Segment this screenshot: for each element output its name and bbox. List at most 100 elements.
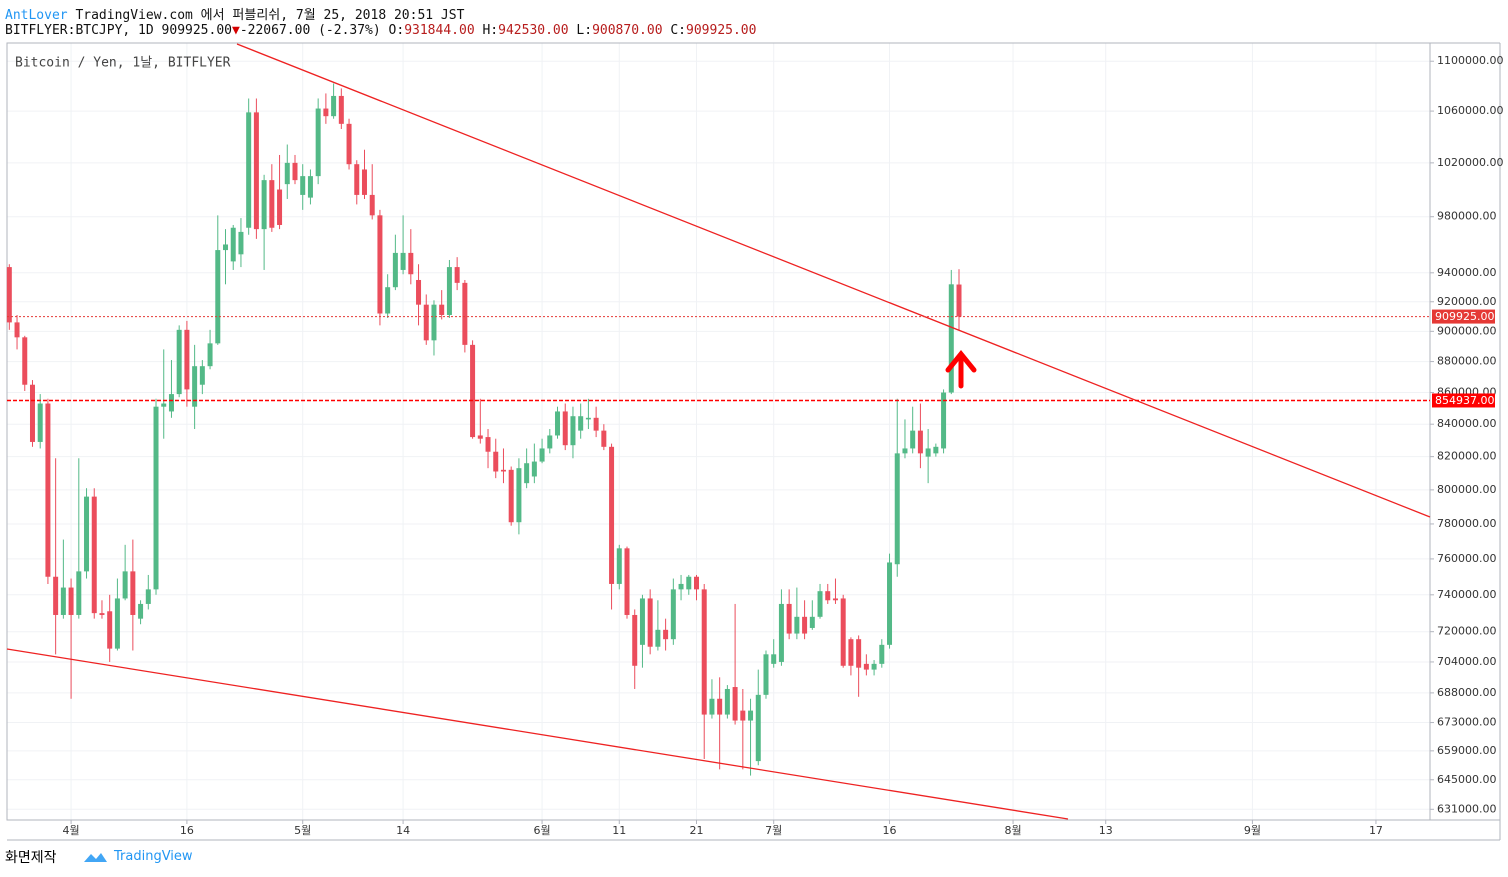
- candle-body: [22, 337, 28, 385]
- candle-body: [524, 463, 530, 484]
- y-tick-label: 800000.00: [1437, 483, 1497, 496]
- logo-shape: [84, 853, 107, 862]
- candle-body: [585, 417, 591, 420]
- candle-body: [933, 446, 939, 454]
- candle-body: [477, 435, 483, 439]
- y-tick-label: 1020000.00: [1437, 156, 1503, 169]
- candle-body: [670, 589, 676, 640]
- change-arrow: ▼: [232, 23, 240, 38]
- candle-body: [107, 611, 113, 649]
- candle-body: [37, 403, 43, 442]
- candle-body: [84, 496, 90, 572]
- candle-body: [199, 366, 205, 385]
- ohlc-value: 942530.00: [498, 23, 569, 38]
- candle-body: [848, 639, 854, 666]
- candle-body: [547, 435, 553, 449]
- y-tick-label: 840000.00: [1437, 417, 1497, 430]
- y-tick-label: 980000.00: [1437, 210, 1497, 223]
- candle-body: [114, 598, 120, 649]
- candle-body: [786, 603, 792, 634]
- price-label: 909925.00: [1435, 310, 1495, 323]
- candle-body: [709, 698, 715, 715]
- candle-body: [925, 448, 931, 457]
- candle-body: [948, 284, 954, 393]
- candle-body: [153, 406, 159, 590]
- header-line-1: AntLover TradingView.com 에서 퍼블리쉬, 7월 25,…: [5, 4, 464, 23]
- candle-body: [238, 231, 244, 255]
- header-line-2: BITFLYER:BTCJPY, 1D 909925.00▼-22067.00 …: [5, 23, 756, 38]
- candle-body: [794, 616, 800, 634]
- candle-body: [570, 416, 576, 446]
- candle-body: [68, 587, 74, 615]
- candle-body: [6, 267, 12, 323]
- candle-body: [215, 250, 221, 344]
- candle-body: [377, 215, 383, 314]
- grid: [7, 43, 1430, 820]
- candle-body: [207, 343, 213, 367]
- candle-body: [578, 416, 584, 431]
- x-tick-label: 16: [180, 824, 194, 837]
- candle-body: [686, 576, 692, 590]
- candle-body: [778, 603, 784, 662]
- candle-body: [894, 453, 900, 565]
- ohlc-label: C:: [670, 23, 687, 38]
- candle-body: [879, 644, 885, 664]
- candle-body: [485, 437, 491, 452]
- candle-body: [261, 180, 267, 230]
- ohlc-label: H:: [482, 23, 499, 38]
- candle-body: [755, 694, 761, 762]
- y-tick-label: 780000.00: [1437, 517, 1497, 530]
- candle-body: [632, 614, 638, 666]
- footer-brand[interactable]: TradingView: [114, 849, 193, 864]
- candle-body: [555, 411, 561, 436]
- candle-body: [361, 169, 367, 195]
- candle-body: [315, 108, 321, 177]
- y-tick-label: 740000.00: [1437, 588, 1497, 601]
- candle-body: [392, 252, 398, 288]
- price-label: 854937.00: [1435, 394, 1495, 407]
- candle-body: [253, 112, 259, 230]
- candle-body: [408, 252, 414, 275]
- candle-body: [740, 710, 746, 721]
- y-tick-label: 673000.00: [1437, 716, 1497, 729]
- x-tick-label: 4월: [63, 824, 80, 837]
- candle-body: [145, 589, 151, 604]
- candle-body: [462, 282, 468, 345]
- candle-body: [531, 461, 537, 477]
- candle-body: [825, 591, 831, 601]
- candle-body: [184, 329, 190, 390]
- annotation-arrow: [945, 350, 977, 389]
- candle-body: [732, 687, 738, 721]
- candle-body: [593, 417, 599, 431]
- chart-title: Bitcoin / Yen, 1날, BITFLYER: [15, 56, 231, 71]
- candle-body: [724, 688, 730, 715]
- candle-body: [246, 112, 252, 228]
- candle-body: [300, 176, 306, 195]
- y-tick-label: 704000.00: [1437, 655, 1497, 668]
- candle-body: [439, 304, 445, 315]
- ohlc-value: 900870.00: [592, 23, 663, 38]
- candle-body: [508, 469, 514, 523]
- candle-body: [385, 287, 391, 314]
- x-tick-label: 11: [612, 824, 626, 837]
- trendline: [236, 43, 1431, 518]
- candle-body: [29, 384, 35, 442]
- candle-body: [14, 322, 20, 338]
- price-label-box: [1432, 393, 1495, 408]
- candle-body: [663, 629, 669, 640]
- author-link[interactable]: AntLover: [5, 8, 68, 23]
- trendline: [6, 648, 1069, 820]
- candle-body: [832, 598, 838, 601]
- candle-body: [454, 267, 460, 283]
- candle-body: [354, 164, 360, 195]
- candle-body: [956, 284, 962, 317]
- candle-body: [431, 304, 437, 341]
- brand-logo: [84, 853, 107, 862]
- candle-body: [223, 244, 229, 251]
- candles: [6, 83, 962, 776]
- candle-body: [284, 162, 290, 185]
- candle-body: [346, 123, 352, 165]
- x-tick-label: 9월: [1244, 824, 1261, 837]
- candle-body: [192, 366, 198, 407]
